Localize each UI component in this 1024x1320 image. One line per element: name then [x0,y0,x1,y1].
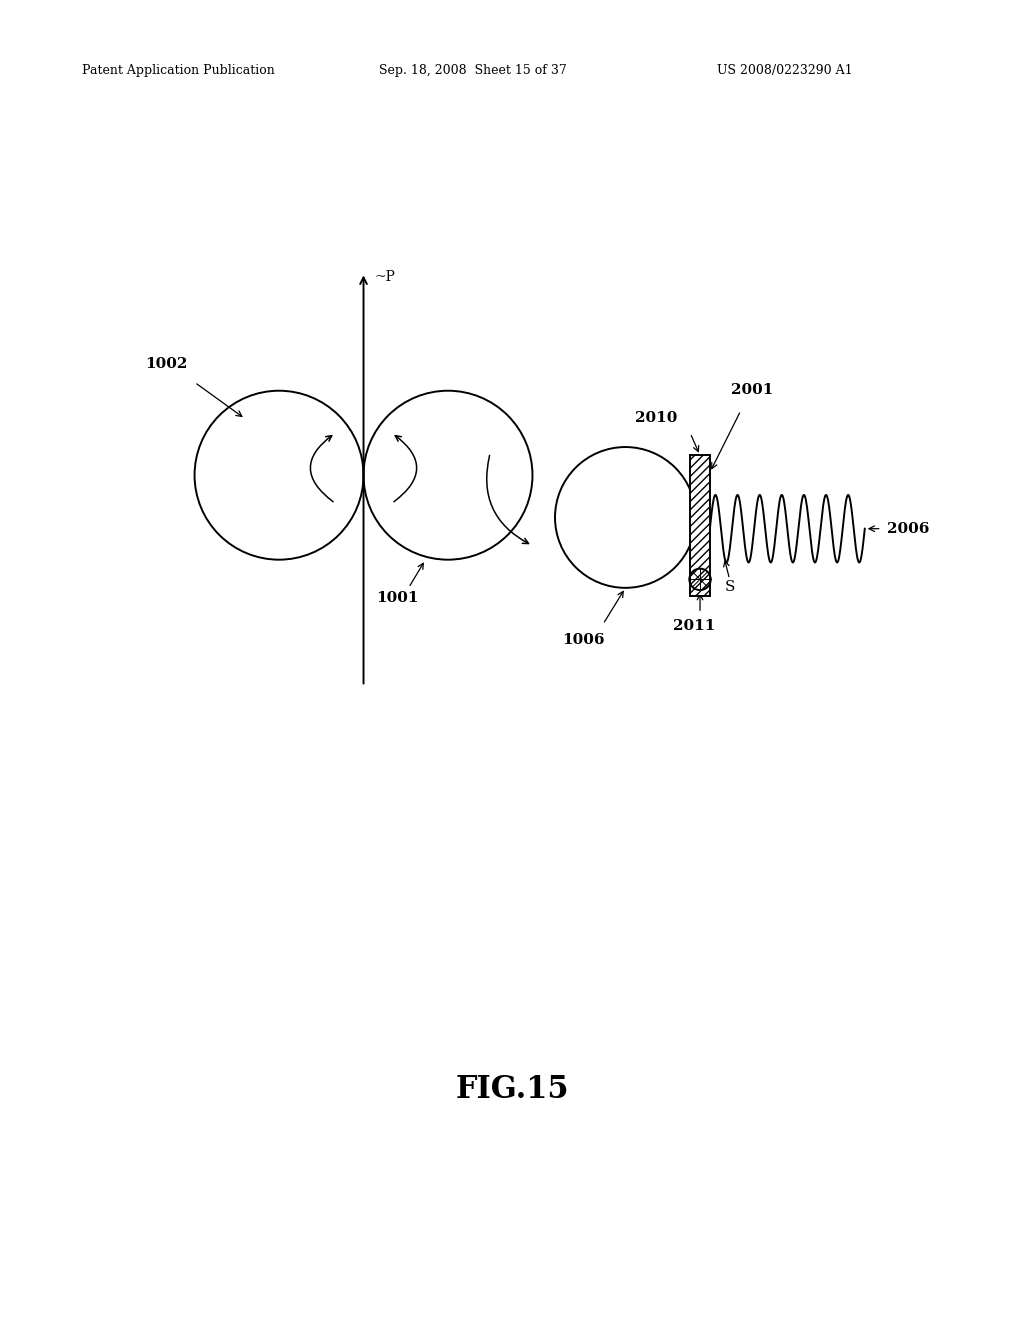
Bar [690,455,710,597]
Text: Sep. 18, 2008  Sheet 15 of 37: Sep. 18, 2008 Sheet 15 of 37 [379,63,566,77]
Text: 2001: 2001 [731,383,773,396]
Text: 1002: 1002 [145,358,187,371]
Text: S: S [724,579,735,594]
Text: 2010: 2010 [635,411,678,425]
Text: FIG.15: FIG.15 [456,1073,568,1105]
Text: 2006: 2006 [887,521,930,536]
Text: 1001: 1001 [376,591,419,605]
Text: ~P: ~P [375,269,395,284]
Text: 1006: 1006 [562,634,604,647]
Text: 2011: 2011 [673,619,716,634]
Text: Patent Application Publication: Patent Application Publication [82,63,274,77]
Text: US 2008/0223290 A1: US 2008/0223290 A1 [717,63,852,77]
